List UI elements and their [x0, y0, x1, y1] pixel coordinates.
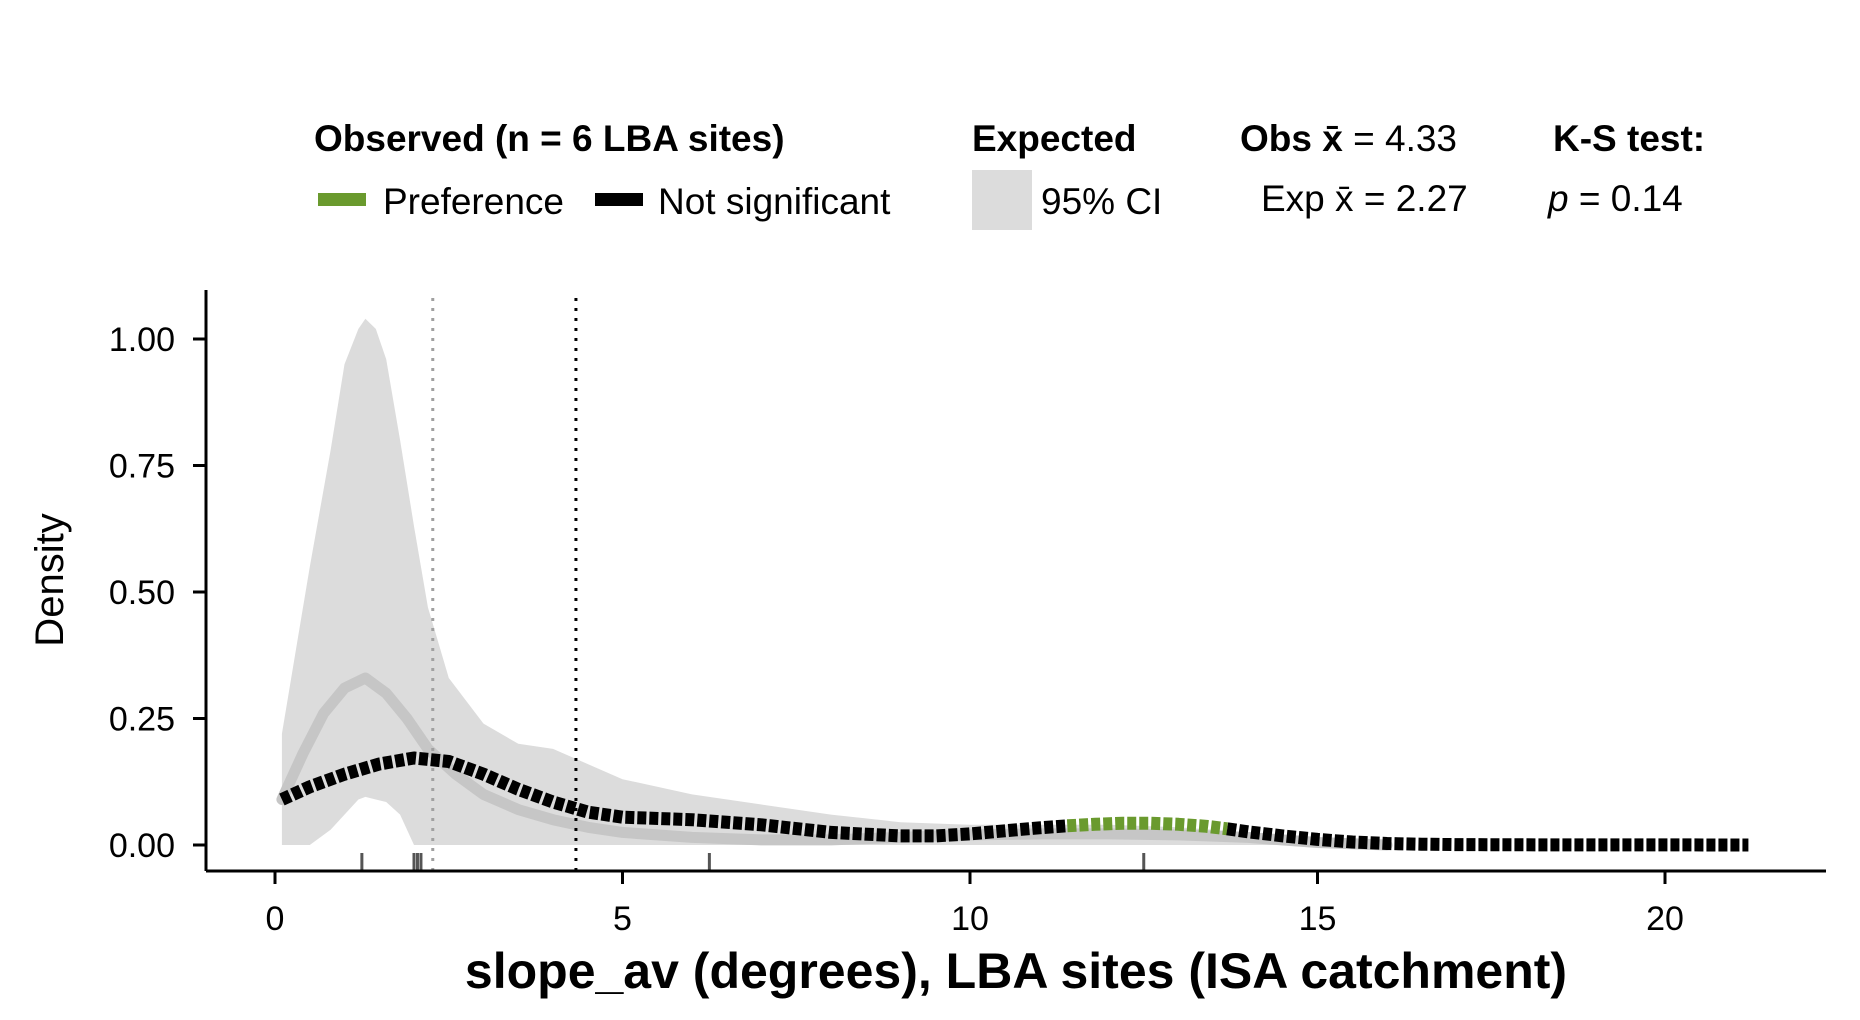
observed-segment-not-significant-2 — [1226, 822, 1749, 852]
observed-segment-preference-1 — [1066, 816, 1228, 836]
y-tick-label: 0.00 — [109, 827, 175, 865]
legend-ks-p-value: = 0.14 — [1569, 178, 1683, 219]
legend-ci-label: 95% CI — [1041, 181, 1162, 222]
x-tick-label: 0 — [266, 900, 285, 938]
ci-band-layer — [281, 318, 1387, 845]
x-tick-label: 15 — [1299, 900, 1337, 938]
y-axis-title: Density — [28, 513, 72, 646]
legend-ks-title: K-S test: — [1553, 118, 1705, 159]
legend-ci-swatch — [972, 170, 1032, 230]
x-tick-label: 5 — [613, 900, 632, 938]
ci-band — [281, 318, 1387, 845]
legend-obs-mean-symbol: x̄ — [1322, 118, 1343, 159]
y-axis-ticks: 0.00 0.25 0.50 0.75 1.00 — [109, 321, 206, 865]
legend-observed-title: Observed (n = 6 LBA sites) — [314, 118, 785, 159]
x-axis-ticks: 0 5 10 15 20 — [266, 871, 1684, 938]
legend-preference-label: Preference — [383, 181, 564, 222]
legend-preference-swatch — [318, 193, 366, 206]
x-axis-title: slope_av (degrees), LBA sites (ISA catch… — [465, 943, 1567, 999]
legend-exp-mean-prefix: Exp — [1261, 178, 1335, 219]
legend-exp-mean-value: = 2.27 — [1354, 178, 1468, 219]
y-tick-label: 0.25 — [109, 701, 175, 739]
y-tick-label: 1.00 — [109, 321, 175, 359]
legend-not-significant-label: Not significant — [658, 181, 891, 222]
rug-layer — [360, 853, 1146, 871]
observed-segment-not-significant-0 — [279, 751, 1068, 843]
x-tick-label: 10 — [951, 900, 989, 938]
x-tick-label: 20 — [1646, 900, 1684, 938]
legend: Observed (n = 6 LBA sites) Preference No… — [314, 118, 1705, 230]
legend-obs-mean-value: = 4.33 — [1343, 118, 1457, 159]
legend-ks-p-symbol: p — [1547, 178, 1569, 219]
observed-line-layer — [279, 751, 1749, 852]
legend-expected-title: Expected — [972, 118, 1137, 159]
y-tick-label: 0.50 — [109, 574, 175, 612]
legend-exp-mean: Exp x̄ = 2.27 — [1261, 178, 1468, 219]
expected-density-line — [276, 672, 1393, 851]
y-tick-label: 0.75 — [109, 448, 175, 486]
legend-ks-p: p = 0.14 — [1547, 178, 1683, 219]
legend-not-significant-swatch — [595, 193, 643, 206]
legend-exp-mean-symbol: x̄ — [1335, 178, 1354, 219]
legend-obs-mean: Obs x̄ = 4.33 — [1240, 118, 1457, 159]
legend-obs-mean-prefix: Obs — [1240, 118, 1322, 159]
expected-line-layer — [276, 672, 1393, 851]
